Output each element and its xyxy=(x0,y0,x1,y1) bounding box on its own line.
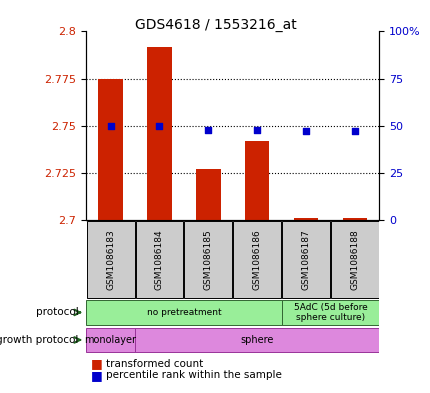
Text: GSM1086184: GSM1086184 xyxy=(155,229,163,290)
Bar xyxy=(86,300,281,325)
Text: growth protocol: growth protocol xyxy=(0,335,82,345)
Text: GDS4618 / 1553216_at: GDS4618 / 1553216_at xyxy=(134,18,296,32)
Point xyxy=(107,123,114,129)
Bar xyxy=(86,327,135,352)
Bar xyxy=(281,221,329,298)
Point xyxy=(350,128,357,134)
Bar xyxy=(135,327,378,352)
Bar xyxy=(330,221,378,298)
Text: GSM1086188: GSM1086188 xyxy=(350,229,359,290)
Text: transformed count: transformed count xyxy=(105,358,203,369)
Bar xyxy=(244,141,269,220)
Text: ■: ■ xyxy=(90,357,102,370)
Text: GSM1086185: GSM1086185 xyxy=(203,229,212,290)
Bar xyxy=(184,221,232,298)
Point xyxy=(253,127,260,133)
Bar xyxy=(98,79,123,220)
Text: GSM1086187: GSM1086187 xyxy=(301,229,310,290)
Bar xyxy=(196,169,220,220)
Text: monolayer: monolayer xyxy=(84,335,136,345)
Bar xyxy=(86,221,134,298)
Bar xyxy=(135,221,183,298)
Text: 5AdC (5d before
sphere culture): 5AdC (5d before sphere culture) xyxy=(293,303,366,322)
Text: ■: ■ xyxy=(90,369,102,382)
Text: sphere: sphere xyxy=(240,335,273,345)
Bar xyxy=(293,218,317,220)
Text: percentile rank within the sample: percentile rank within the sample xyxy=(105,370,281,380)
Text: GSM1086186: GSM1086186 xyxy=(252,229,261,290)
Bar xyxy=(233,221,280,298)
Bar xyxy=(147,46,171,220)
Bar xyxy=(281,300,378,325)
Text: no pretreatment: no pretreatment xyxy=(146,308,221,317)
Point xyxy=(156,123,163,129)
Point xyxy=(302,128,309,134)
Bar xyxy=(342,218,366,220)
Text: protocol: protocol xyxy=(36,307,82,318)
Point xyxy=(204,127,211,133)
Text: GSM1086183: GSM1086183 xyxy=(106,229,115,290)
